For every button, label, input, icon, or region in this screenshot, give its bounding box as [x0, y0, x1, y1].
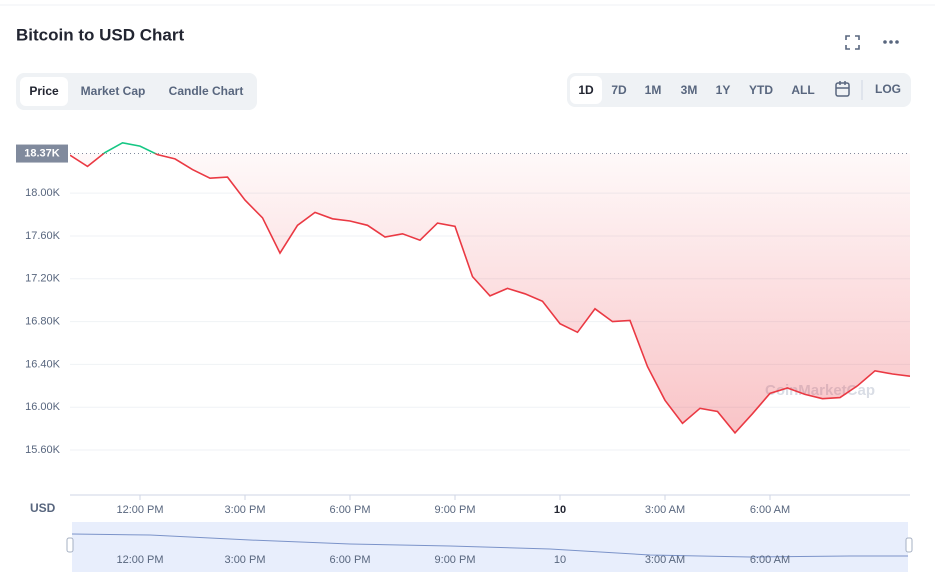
- x-tick-label: 6:00 AM: [750, 504, 790, 516]
- fullscreen-icon[interactable]: [845, 35, 860, 50]
- y-unit-label: USD: [30, 501, 56, 515]
- navigator-label: 12:00 PM: [116, 554, 163, 566]
- log-button[interactable]: LOG: [875, 82, 901, 96]
- x-tick-label: 6:00 PM: [330, 504, 371, 516]
- x-tick-label: 10: [554, 504, 566, 516]
- tab-bar: [16, 73, 257, 110]
- navigator-handle[interactable]: [66, 537, 74, 553]
- y-tick-label: 16.00K: [25, 401, 61, 413]
- price-line-down: [70, 153, 910, 435]
- y-tick-label: 17.60K: [25, 230, 61, 242]
- y-tick-label: 17.20K: [25, 273, 61, 285]
- range-button[interactable]: 1M: [645, 83, 662, 97]
- navigator-label: 9:00 PM: [435, 554, 476, 566]
- navigator-label: 6:00 AM: [750, 554, 790, 566]
- range-button[interactable]: 7D: [611, 83, 627, 97]
- area: [70, 153, 910, 433]
- tab-selected: [20, 77, 68, 106]
- range-button[interactable]: 1D: [578, 83, 594, 97]
- range-button[interactable]: 3M: [681, 83, 698, 97]
- y-tick-label: 16.40K: [25, 358, 61, 370]
- navigator-label: 3:00 AM: [645, 554, 685, 566]
- x-tick-label: 9:00 PM: [435, 504, 476, 516]
- calendar-icon[interactable]: [835, 81, 850, 97]
- x-tick-label: 12:00 PM: [116, 504, 163, 516]
- tab[interactable]: Price: [29, 84, 59, 98]
- chart-title: Bitcoin to USD Chart: [16, 25, 184, 44]
- x-tick-label: 3:00 AM: [645, 504, 685, 516]
- range-selected: [570, 76, 602, 104]
- navigator-line: [71, 533, 908, 558]
- range-bar: [567, 73, 911, 107]
- navigator-label: 3:00 PM: [225, 554, 266, 566]
- tab[interactable]: Candle Chart: [169, 84, 244, 98]
- tab[interactable]: Market Cap: [81, 84, 146, 98]
- y-tick-label: 18.00K: [25, 187, 61, 199]
- navigator-label: 6:00 PM: [330, 554, 371, 566]
- y-tick-label: 16.80K: [25, 316, 61, 328]
- more-icon[interactable]: [883, 40, 899, 44]
- x-tick-label: 3:00 PM: [225, 504, 266, 516]
- range-button[interactable]: YTD: [749, 83, 773, 97]
- navigator-label: 10: [554, 554, 566, 566]
- reference-badge: [16, 144, 68, 163]
- y-tick-label: 15.60K: [25, 444, 61, 456]
- navigator-handle[interactable]: [905, 537, 913, 553]
- reference-label: 18.37K: [24, 147, 60, 159]
- range-button[interactable]: ALL: [791, 83, 814, 97]
- range-button[interactable]: 1Y: [716, 83, 731, 97]
